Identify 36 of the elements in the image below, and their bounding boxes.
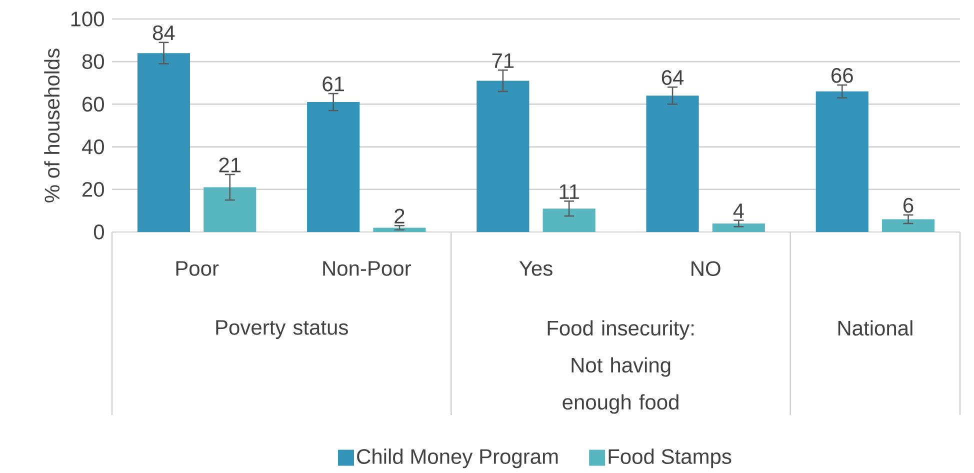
data-label: 11 [560,184,579,199]
bar [137,53,190,232]
bar [542,208,596,232]
data-label: 6 [904,198,914,213]
data-label: 71 [492,53,514,68]
x-tick-label: Yes [519,261,552,276]
x-tick-label: NO [692,261,720,276]
y-tick-label: 100 [71,12,104,26]
data-label: 84 [152,25,175,40]
bar [882,219,935,232]
data-label: 66 [832,68,853,83]
y-tick-label: 60 [82,96,104,112]
bar [204,187,256,232]
legend-label: Food Stamps [608,448,732,468]
y-tick-label: 40 [82,139,104,154]
bar [646,96,699,232]
bar [307,102,360,232]
data-label: 21 [219,158,241,172]
data-label: 2 [394,208,404,224]
x-tick-label: Poor [176,261,219,276]
x-tick-label: Non-Poor [323,261,411,276]
text: National [838,320,912,336]
y-axis-title: % of households [44,48,60,202]
bar [816,91,868,232]
y-tick-label: 80 [82,54,104,70]
legend-label: Child Money Program [357,448,558,468]
data-label: 64 [662,70,684,85]
text: Poverty status [216,320,348,339]
y-tick-label: 20 [82,182,104,197]
data-label: 4 [733,204,744,218]
bar [373,228,426,232]
text: Food insecurity: Not having enough food [548,320,694,414]
bar [712,223,765,232]
y-tick-label: 0 [94,224,104,240]
bar [476,80,530,232]
data-label: 61 [322,76,344,92]
